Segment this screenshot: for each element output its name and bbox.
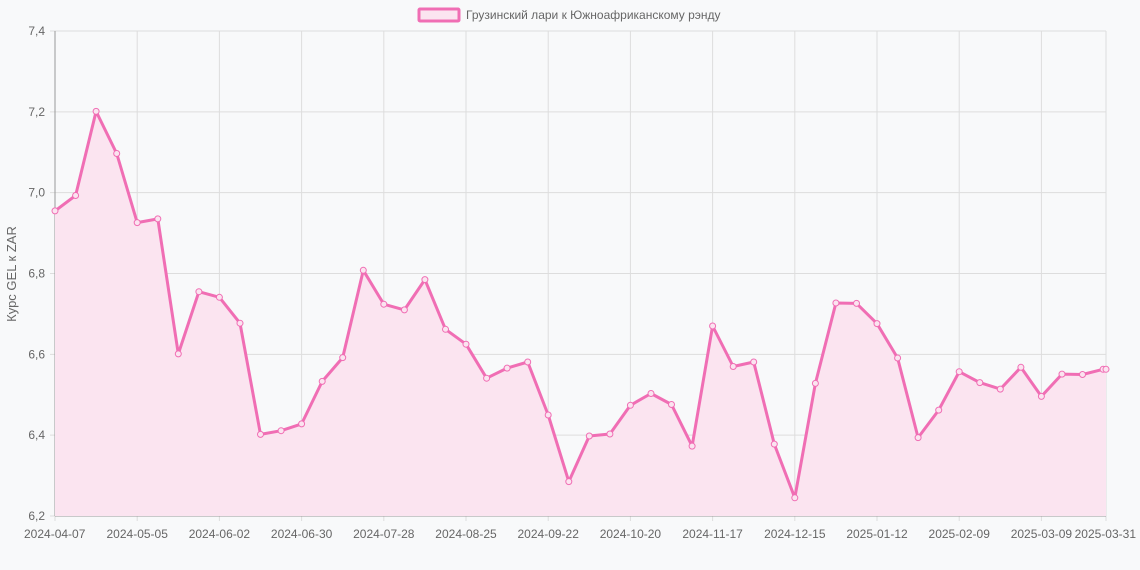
data-point[interactable] xyxy=(154,215,162,223)
data-point[interactable] xyxy=(894,354,902,362)
y-tick-label: 6,6 xyxy=(28,347,45,361)
data-point[interactable] xyxy=(1102,365,1110,373)
x-tick-label: 2024-06-30 xyxy=(271,527,333,541)
data-point[interactable] xyxy=(873,320,881,328)
data-point[interactable] xyxy=(791,494,799,502)
x-tick-label: 2025-03-09 xyxy=(1011,527,1073,541)
data-point[interactable] xyxy=(236,319,244,327)
x-tick-label: 2024-07-28 xyxy=(353,527,415,541)
data-point[interactable] xyxy=(565,478,573,486)
x-tick-label: 2024-11-17 xyxy=(682,527,743,541)
x-tick-label: 2024-09-22 xyxy=(518,527,580,541)
data-point[interactable] xyxy=(442,325,449,333)
data-point[interactable] xyxy=(400,306,408,314)
y-tick-label: 7,4 xyxy=(28,24,45,38)
y-tick-label: 6,4 xyxy=(28,428,45,442)
data-point[interactable] xyxy=(1017,363,1025,371)
data-point[interactable] xyxy=(51,207,59,215)
legend-swatch xyxy=(417,7,461,23)
x-tick-label: 2024-05-05 xyxy=(107,527,169,541)
data-point[interactable] xyxy=(339,354,347,362)
data-point[interactable] xyxy=(770,440,778,448)
legend[interactable]: Грузинский лари к Южноафриканскому рэнду xyxy=(417,7,721,23)
y-tick-label: 7,2 xyxy=(28,105,45,119)
x-axis-ticks: 2024-04-07 2024-05-05 2024-06-02 2024-06-30… xyxy=(24,527,1136,541)
data-point[interactable] xyxy=(462,340,470,348)
series-area-fill xyxy=(55,111,1106,517)
data-point[interactable] xyxy=(811,379,819,387)
data-point[interactable] xyxy=(750,358,758,366)
data-point[interactable] xyxy=(1079,371,1086,378)
data-point[interactable] xyxy=(668,401,675,408)
data-point[interactable] xyxy=(647,390,655,397)
x-tick-label: 2025-03-31 xyxy=(1075,527,1137,541)
x-tick-label: 2024-04-07 xyxy=(24,527,86,541)
data-point[interactable] xyxy=(544,411,552,419)
data-point[interactable] xyxy=(318,377,326,385)
data-point[interactable] xyxy=(257,430,264,438)
data-point[interactable] xyxy=(832,299,840,307)
data-point[interactable] xyxy=(92,107,100,115)
data-point[interactable] xyxy=(935,406,943,414)
data-point[interactable] xyxy=(195,288,203,296)
y-tick-label: 7,0 xyxy=(28,186,45,200)
legend-label: Грузинский лари к Южноафриканскому рэнду xyxy=(466,8,721,22)
data-point[interactable] xyxy=(215,293,223,301)
y-tick-label: 6,2 xyxy=(28,509,45,523)
data-point[interactable] xyxy=(1037,392,1045,400)
data-point[interactable] xyxy=(996,385,1004,393)
data-point[interactable] xyxy=(483,374,491,382)
x-tick-label: 2025-01-12 xyxy=(846,527,908,541)
x-tick-label: 2024-12-15 xyxy=(764,527,826,541)
data-point[interactable] xyxy=(359,266,367,274)
data-point[interactable] xyxy=(380,300,388,308)
data-point[interactable] xyxy=(976,379,984,387)
y-tick-label: 6,8 xyxy=(28,267,45,281)
x-tick-label: 2025-02-09 xyxy=(929,527,991,541)
y-axis-title: Курс GEL к ZAR xyxy=(4,226,19,322)
data-point[interactable] xyxy=(709,322,717,330)
data-point[interactable] xyxy=(1058,370,1066,378)
data-point[interactable] xyxy=(133,219,141,227)
data-point[interactable] xyxy=(585,432,593,440)
y-axis-ticks: 6,2 6,4 6,6 6,8 7,0 7,2 7,4 xyxy=(28,24,45,523)
data-point[interactable] xyxy=(72,192,80,199)
data-point[interactable] xyxy=(606,430,614,438)
data-point[interactable] xyxy=(524,358,532,366)
data-point[interactable] xyxy=(914,434,922,442)
data-point[interactable] xyxy=(729,363,737,370)
data-point[interactable] xyxy=(174,350,182,358)
data-point[interactable] xyxy=(113,150,121,157)
data-point[interactable] xyxy=(277,427,285,435)
x-tick-label: 2024-10-20 xyxy=(600,527,662,541)
x-tick-label: 2024-08-25 xyxy=(435,527,497,541)
data-point[interactable] xyxy=(853,299,860,307)
data-point[interactable] xyxy=(955,368,963,376)
data-point[interactable] xyxy=(298,420,306,428)
data-point[interactable] xyxy=(421,276,429,284)
x-tick-label: 2024-06-02 xyxy=(189,527,251,541)
data-point[interactable] xyxy=(626,401,634,409)
data-point[interactable] xyxy=(503,364,511,372)
data-points xyxy=(51,107,1110,502)
data-point[interactable] xyxy=(688,442,696,450)
